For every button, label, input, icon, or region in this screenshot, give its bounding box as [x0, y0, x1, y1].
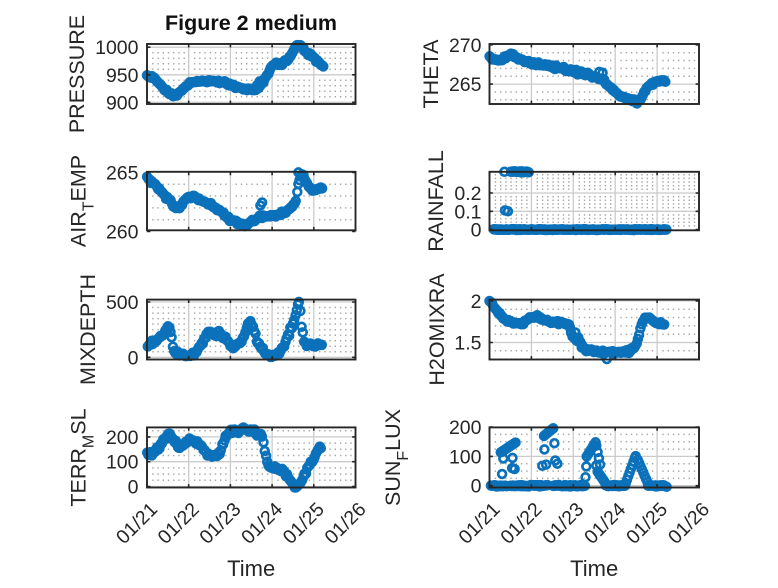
svg-text:1.5: 1.5	[454, 333, 481, 355]
svg-text:THETA: THETA	[419, 39, 443, 109]
svg-text:900: 900	[106, 92, 139, 114]
svg-text:950: 950	[106, 65, 139, 87]
svg-text:200: 200	[449, 417, 482, 439]
svg-text:1000: 1000	[95, 37, 139, 59]
svg-text:0: 0	[471, 476, 482, 498]
svg-text:200: 200	[106, 427, 139, 449]
svg-text:H2OMIXRA: H2OMIXRA	[425, 273, 449, 386]
svg-text:0.1: 0.1	[454, 201, 481, 223]
svg-text:2: 2	[471, 291, 482, 313]
svg-text:0.2: 0.2	[454, 183, 481, 205]
svg-text:270: 270	[449, 35, 482, 57]
svg-text:PRESSURE: PRESSURE	[65, 15, 89, 133]
svg-text:100: 100	[449, 446, 482, 468]
svg-text:Time: Time	[227, 556, 275, 581]
svg-text:Time: Time	[570, 556, 618, 581]
svg-text:RAINFALL: RAINFALL	[424, 150, 448, 252]
svg-text:MIXDEPTH: MIXDEPTH	[76, 274, 100, 385]
svg-text:100: 100	[106, 452, 139, 474]
svg-text:Figure 2 medium: Figure 2 medium	[165, 11, 337, 35]
svg-text:260: 260	[106, 222, 139, 244]
svg-text:265: 265	[106, 162, 139, 184]
svg-text:0: 0	[471, 220, 482, 242]
svg-text:500: 500	[106, 292, 139, 314]
svg-text:0: 0	[128, 477, 139, 499]
svg-text:0: 0	[128, 347, 139, 369]
svg-text:265: 265	[449, 74, 482, 96]
